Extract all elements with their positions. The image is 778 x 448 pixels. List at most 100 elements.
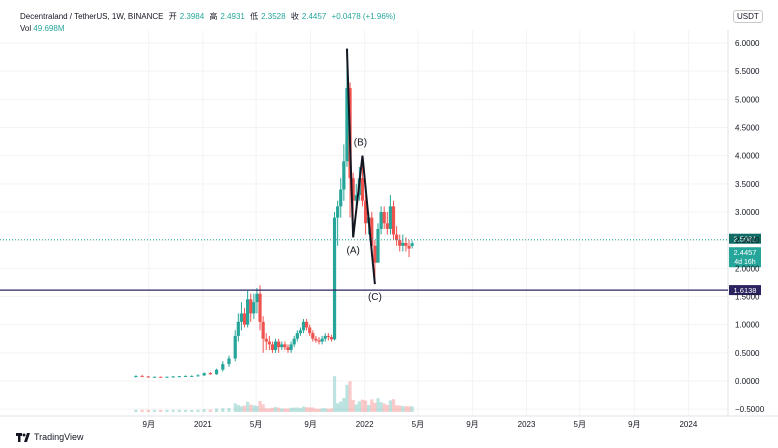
x-tick-label: 2023 bbox=[518, 420, 536, 429]
volume-bar bbox=[398, 405, 402, 412]
candle-body bbox=[273, 341, 278, 351]
volume-bar bbox=[401, 406, 405, 412]
x-tick-label: 2021 bbox=[194, 420, 212, 429]
candle-body bbox=[329, 337, 334, 340]
y-tick-label: 3.0000 bbox=[735, 208, 760, 217]
y-tick-label: 3.5000 bbox=[735, 180, 760, 189]
volume-bar bbox=[280, 408, 284, 412]
volume-bar bbox=[391, 399, 396, 412]
volume-bar bbox=[323, 408, 327, 412]
candle-body bbox=[258, 293, 262, 322]
candle-body bbox=[373, 245, 377, 263]
wave-label: (B) bbox=[354, 138, 367, 149]
candle-body bbox=[267, 341, 271, 345]
candle-body bbox=[410, 243, 414, 246]
candle-body bbox=[323, 335, 327, 339]
volume-bar bbox=[242, 405, 247, 412]
candle-body bbox=[292, 338, 296, 345]
candle-body bbox=[308, 327, 312, 334]
y-tick-label: 1.5000 bbox=[735, 293, 760, 302]
x-tick-label: 2024 bbox=[679, 420, 697, 429]
axis-layer: 6.0000 5.5000 5.0000 4.5000 4.0000 3.5000 3.00… bbox=[143, 39, 765, 429]
candle-body bbox=[398, 240, 402, 246]
candle-body bbox=[401, 242, 405, 246]
volume-bar bbox=[336, 403, 340, 412]
volume-bar bbox=[140, 409, 144, 412]
tradingview-logo-icon bbox=[16, 432, 30, 442]
volume-bar bbox=[267, 408, 271, 412]
volume-bar bbox=[146, 409, 150, 412]
volume-bar bbox=[273, 407, 278, 412]
volume-bar bbox=[339, 401, 343, 412]
x-tick-label: 9月 bbox=[304, 420, 316, 429]
candle-body bbox=[264, 338, 268, 342]
vol-value: 49.698M bbox=[33, 24, 65, 33]
volume-bar bbox=[342, 397, 346, 412]
wave-layer: (A) (B) (C) bbox=[345, 48, 382, 303]
volume-bar bbox=[404, 406, 408, 412]
candle-body bbox=[332, 217, 337, 340]
candle-body bbox=[360, 178, 365, 201]
candle-body bbox=[326, 335, 330, 338]
candle-body bbox=[159, 376, 163, 378]
candle-body bbox=[146, 376, 150, 378]
currency-button[interactable]: USDT bbox=[733, 10, 763, 23]
volume-bar bbox=[239, 406, 244, 412]
volume-bar bbox=[407, 406, 411, 412]
wave-label: (C) bbox=[368, 292, 382, 303]
y-tick-label: 5.0000 bbox=[735, 95, 760, 104]
tradingview-logo[interactable]: TradingView bbox=[16, 432, 84, 442]
y-tick-label: 1.0000 bbox=[735, 321, 760, 330]
open-value: 2.3984 bbox=[179, 12, 205, 21]
volume-bar bbox=[329, 408, 334, 412]
volume-bar bbox=[360, 399, 365, 412]
candle-body bbox=[140, 375, 144, 377]
volume-bar bbox=[370, 399, 374, 412]
candle-body bbox=[233, 335, 237, 359]
candle-body bbox=[214, 369, 219, 375]
volume-bar bbox=[177, 409, 181, 412]
candle-body bbox=[395, 234, 399, 241]
volume-bar bbox=[354, 404, 358, 412]
candle-body bbox=[239, 313, 244, 322]
tradingview-brand: TradingView bbox=[34, 432, 84, 442]
candle-body bbox=[298, 330, 302, 334]
volume-bar bbox=[236, 405, 240, 412]
candle-body bbox=[177, 376, 181, 378]
x-tick-label: 5月 bbox=[574, 420, 586, 429]
volume-bar bbox=[326, 408, 330, 412]
volume-bar bbox=[295, 407, 299, 412]
volume-bar bbox=[183, 409, 188, 412]
candle-body bbox=[183, 375, 188, 377]
volume-bar bbox=[345, 384, 349, 412]
volume-bar bbox=[286, 408, 290, 412]
volume-layer bbox=[134, 376, 414, 412]
candle-body bbox=[249, 299, 253, 314]
volume-legend: Vol 49.698M bbox=[20, 24, 65, 33]
volume-bar bbox=[255, 405, 259, 412]
candle-layer bbox=[134, 48, 414, 378]
candle-body bbox=[320, 338, 324, 342]
candle-body bbox=[385, 223, 389, 229]
volume-bar bbox=[410, 406, 414, 412]
volume-bar bbox=[332, 376, 337, 412]
y-tick-label: −0.5000 bbox=[735, 405, 765, 414]
vol-label: Vol bbox=[20, 24, 32, 33]
volume-bar bbox=[208, 409, 212, 412]
candle-body bbox=[317, 340, 321, 342]
volume-bar bbox=[376, 398, 380, 412]
candle-body bbox=[289, 344, 293, 351]
symbol-title[interactable]: Decentraland / TetherUS, 1W, BINANCE bbox=[20, 12, 164, 21]
last-price-tag bbox=[729, 247, 761, 268]
x-tick-label: 9月 bbox=[143, 420, 155, 429]
volume-bar bbox=[252, 405, 256, 412]
wave-label: (A) bbox=[346, 245, 359, 256]
volume-bar bbox=[277, 407, 281, 412]
candle-body bbox=[171, 376, 175, 378]
volume-bar bbox=[202, 409, 206, 412]
close-value: 2.4457 bbox=[301, 12, 327, 21]
candle-body bbox=[227, 358, 231, 365]
volume-bar bbox=[298, 408, 302, 412]
candle-body bbox=[301, 321, 306, 331]
